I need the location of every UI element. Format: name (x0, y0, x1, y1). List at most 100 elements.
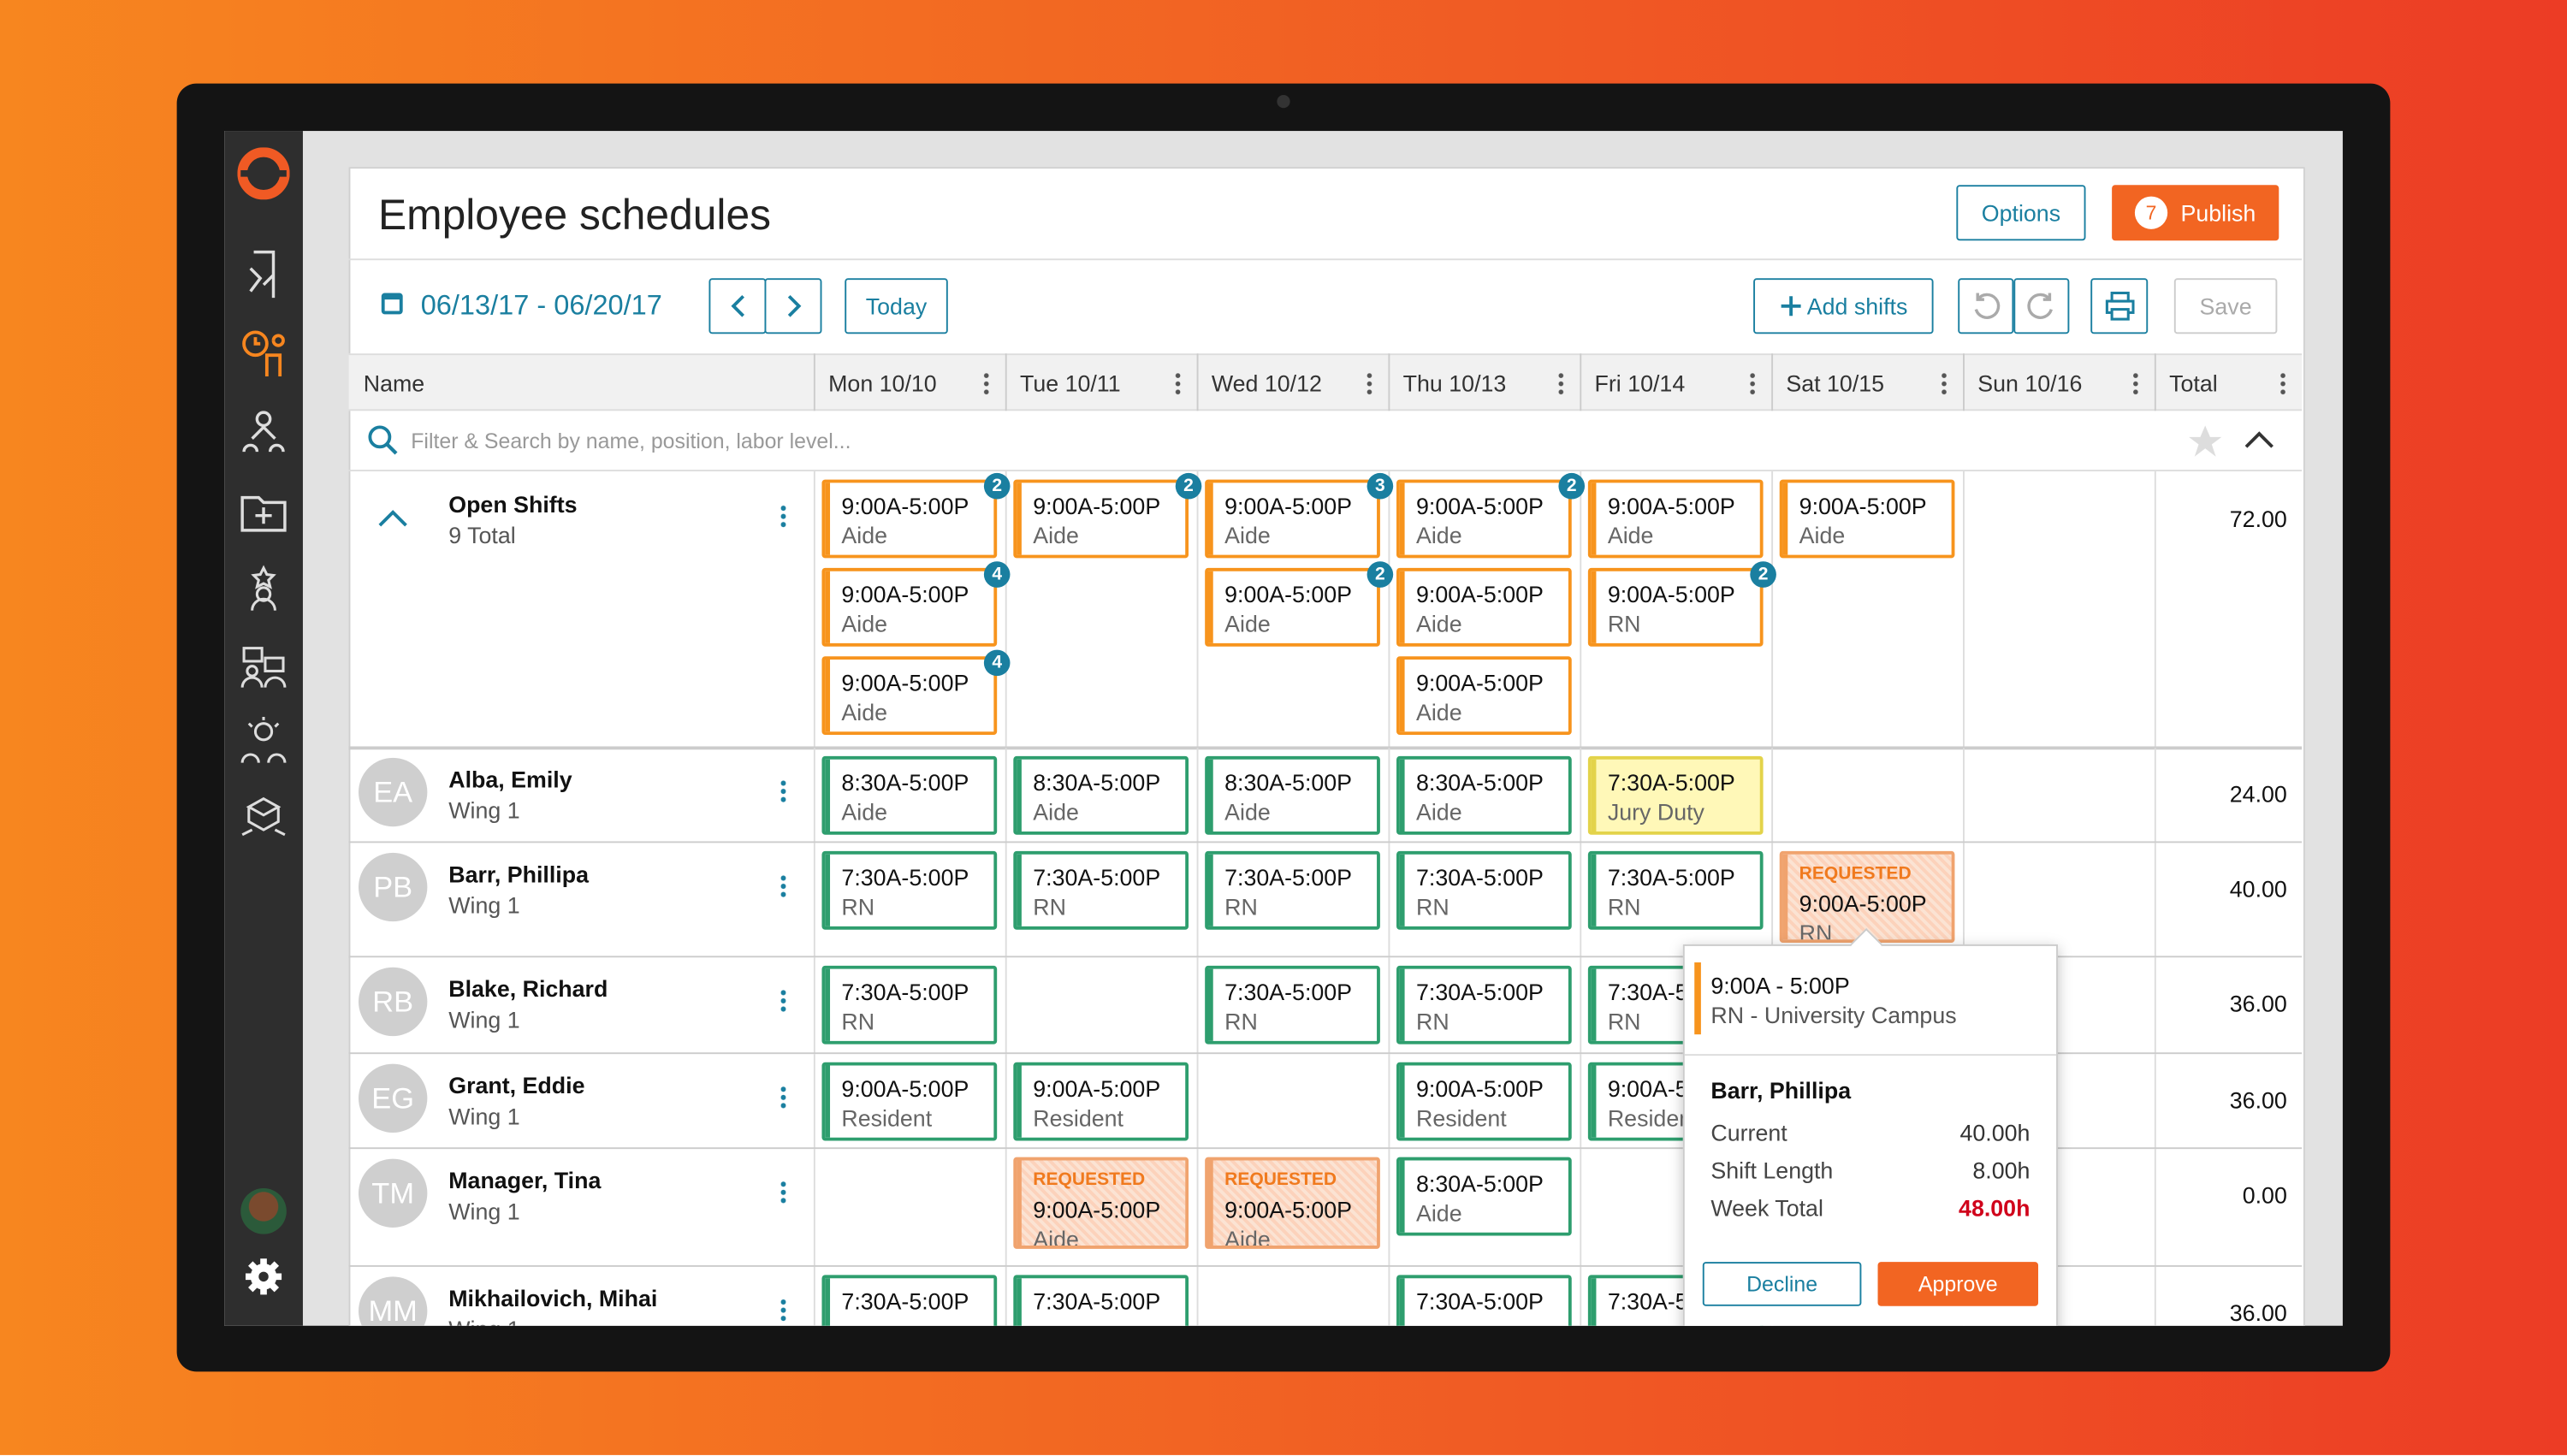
shift-time: 9:00A-5:00P (841, 492, 969, 519)
shift-card[interactable]: 7:30A-5:00P RN (821, 850, 998, 930)
column-header[interactable]: Mon 10/10 (828, 370, 937, 397)
column-header[interactable]: Sat 10/15 (1786, 370, 1885, 397)
today-button[interactable]: Today (845, 278, 948, 334)
shift-badge: 2 (1750, 561, 1776, 588)
row-menu[interactable] (780, 1085, 786, 1110)
nav-icon[interactable] (239, 792, 288, 841)
row-menu[interactable] (780, 873, 786, 899)
shift-card[interactable]: 9:00A-5:00P Aide (821, 479, 998, 559)
nav-icon[interactable] (239, 409, 288, 458)
row-menu[interactable] (780, 1180, 786, 1205)
shift-card[interactable]: REQUESTED 9:00A-5:00P Aide (1013, 1157, 1189, 1249)
column-header[interactable]: Thu 10/13 (1402, 370, 1507, 397)
settings-icon[interactable] (244, 1257, 283, 1296)
shift-card[interactable]: 9:00A-5:00P Resident (1396, 1062, 1572, 1141)
approval-popover: 9:00A - 5:00P RN - University Campus Barr,… (1682, 944, 2058, 1326)
shift-card[interactable]: 7:30A-5:00P (1013, 1275, 1189, 1326)
avatar: PB (359, 852, 428, 922)
publish-button[interactable]: 7 Publish (2112, 185, 2279, 241)
shift-card[interactable]: 9:00A-5:00P Aide (821, 567, 998, 647)
cell-divider (1388, 843, 1390, 958)
stat-label: Current (1710, 1119, 1787, 1146)
shift-card[interactable]: 9:00A-5:00P RN (1587, 567, 1764, 647)
shift-card[interactable]: 8:30A-5:00P Aide (1013, 755, 1189, 835)
shift-card[interactable]: 7:30A-5:00P Jury Duty (1587, 755, 1764, 835)
cell-divider (813, 1266, 815, 1326)
save-button[interactable]: Save (2173, 278, 2278, 334)
previous-button[interactable] (708, 278, 767, 334)
column-header[interactable]: Fri 10/14 (1594, 370, 1686, 397)
undo-button[interactable] (1958, 278, 2014, 334)
shift-card[interactable]: 9:00A-5:00P Resident (821, 1062, 998, 1141)
shift-card[interactable]: 7:30A-5:00P RN (1396, 965, 1572, 1045)
nav-icon[interactable] (239, 642, 288, 690)
decline-button[interactable]: Decline (1702, 1262, 1862, 1306)
collapse-button[interactable] (2243, 429, 2275, 452)
shift-card[interactable]: 7:30A-5:00P (1396, 1275, 1572, 1326)
column-divider (1388, 353, 1390, 411)
shift-accent (825, 660, 831, 732)
cell-divider (2154, 957, 2156, 1055)
shift-time: 9:00A-5:00P (841, 669, 969, 696)
shift-card[interactable]: 8:30A-5:00P Aide (1396, 755, 1572, 835)
shift-card[interactable]: 7:30A-5:00P RN (1205, 965, 1380, 1045)
nav-icon[interactable] (239, 488, 288, 536)
row-menu[interactable] (780, 504, 786, 529)
shift-card[interactable]: 7:30A-5:00P RN (1396, 850, 1572, 930)
shift-card[interactable]: REQUESTED 9:00A-5:00P Aide (1205, 1157, 1380, 1249)
column-header[interactable]: Name (363, 370, 425, 397)
cell-divider (1196, 748, 1199, 843)
favorite-star[interactable] (2187, 424, 2223, 460)
nav-icon[interactable] (244, 249, 283, 299)
shift-card[interactable]: 9:00A-5:00P Aide (1587, 479, 1764, 559)
shift-role: Resident (1033, 1104, 1124, 1132)
nav-icon[interactable] (239, 717, 288, 766)
row-menu[interactable] (780, 988, 786, 1014)
shift-card[interactable]: 9:00A-5:00P Aide (1205, 567, 1380, 647)
shift-card[interactable]: 9:00A-5:00P Aide (1779, 479, 1955, 559)
row-menu[interactable] (780, 1298, 786, 1323)
shift-role: RN (1415, 1008, 1449, 1035)
shift-card[interactable]: 7:30A-5:00P RN (1013, 850, 1189, 930)
shift-card[interactable]: 9:00A-5:00P Aide (1396, 479, 1572, 559)
search-input[interactable]: Filter & Search by name, position, labor… (411, 429, 851, 453)
shift-accent (825, 759, 831, 832)
shift-role: Aide (1607, 522, 1654, 548)
shift-card[interactable]: 7:30A-5:00P RN (821, 965, 998, 1045)
shift-time: 7:30A-5:00P (1607, 769, 1735, 796)
avatar: EA (359, 757, 428, 827)
shift-card[interactable]: 9:00A-5:00P Aide (1396, 656, 1572, 736)
shift-card[interactable]: 9:00A-5:00P Aide (1396, 567, 1572, 647)
next-button[interactable] (764, 278, 822, 334)
shift-card[interactable]: 9:00A-5:00P Aide (1013, 479, 1189, 559)
shift-card[interactable]: 7:30A-5:00P RN (1205, 850, 1380, 930)
shift-accent (1017, 1278, 1022, 1326)
column-header[interactable]: Total (2169, 370, 2218, 397)
shift-badge: 2 (1558, 472, 1586, 500)
shift-card[interactable]: 7:30A-5:00P RN (1587, 850, 1764, 930)
nav-icon[interactable] (239, 565, 288, 613)
user-avatar[interactable] (240, 1188, 287, 1234)
shift-card[interactable]: 8:30A-5:00P Aide (1205, 755, 1380, 835)
row-menu[interactable] (780, 778, 786, 804)
nav-icon[interactable] (240, 328, 287, 380)
cell-divider (1388, 1266, 1390, 1326)
column-header[interactable]: Wed 10/12 (1211, 370, 1322, 397)
approve-button[interactable]: Approve (1877, 1262, 2039, 1306)
row-divider (348, 956, 2303, 958)
shift-card[interactable]: 9:00A-5:00P Resident (1013, 1062, 1189, 1141)
shift-card[interactable]: 8:30A-5:00P Aide (821, 755, 998, 835)
shift-card[interactable]: 9:00A-5:00P Aide (821, 656, 998, 736)
column-header[interactable]: Sun 10/16 (1977, 370, 2083, 397)
redo-button[interactable] (2013, 278, 2070, 334)
column-header[interactable]: Tue 10/11 (1019, 370, 1121, 397)
print-button[interactable] (2090, 278, 2149, 334)
shift-card[interactable]: 7:30A-5:00P (821, 1275, 998, 1326)
options-button[interactable]: Options (1956, 185, 2086, 241)
add-shifts-button[interactable]: Add shifts (1753, 278, 1934, 334)
shift-card[interactable]: 8:30A-5:00P Aide (1396, 1157, 1572, 1236)
shift-card[interactable]: 9:00A-5:00P Aide (1205, 479, 1380, 559)
expand-toggle[interactable] (376, 507, 409, 530)
shift-accent (1207, 1160, 1213, 1246)
calendar-icon (381, 293, 403, 315)
